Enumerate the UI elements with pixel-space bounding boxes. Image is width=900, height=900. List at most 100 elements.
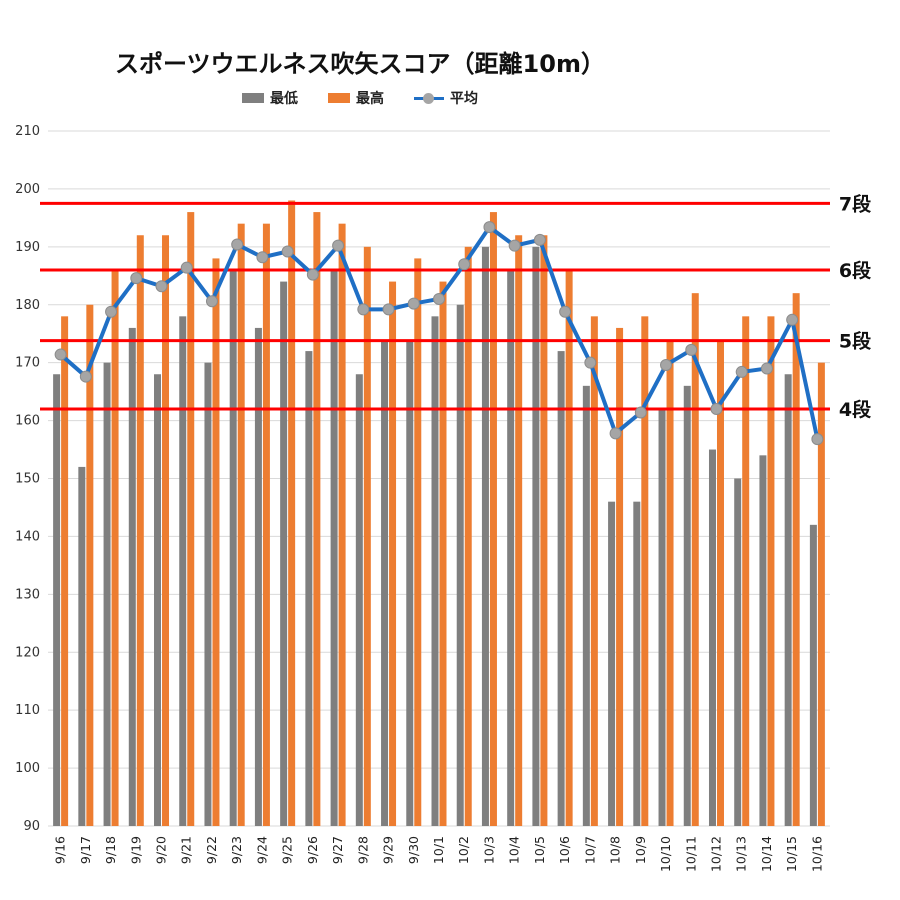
bar-max [187, 212, 195, 827]
reference-line-label: 6段 [839, 259, 872, 282]
bar-max [540, 235, 548, 826]
bar-max [792, 293, 800, 827]
bar-min [759, 455, 767, 826]
bar-max [489, 212, 497, 827]
bar-min [582, 385, 590, 826]
bars [53, 200, 825, 827]
average-point [205, 295, 218, 308]
average-point [332, 239, 345, 252]
x-tick-label: 9/18 [103, 836, 118, 864]
x-tick-label: 9/29 [381, 836, 396, 864]
average-point [231, 238, 244, 251]
average-point [256, 251, 269, 264]
x-tick-label: 10/1 [431, 836, 446, 864]
average-point [458, 258, 471, 271]
x-tick-label: 9/21 [179, 836, 194, 864]
average-point [786, 313, 799, 326]
average-point [559, 305, 572, 318]
y-tick-label: 190 [15, 240, 40, 255]
legend-label-min: 最低 [270, 91, 298, 107]
y-tick-label: 150 [15, 472, 40, 487]
x-tick-label: 9/17 [78, 836, 93, 864]
bar-min [179, 316, 187, 826]
x-tick-label: 10/15 [784, 836, 799, 872]
x-tick-label: 10/11 [683, 836, 698, 872]
average-point [710, 403, 723, 415]
x-tick-label: 9/28 [355, 836, 370, 864]
bar-min [683, 385, 691, 826]
bar-max [767, 316, 775, 826]
legend-item-min: 最低 [242, 88, 298, 108]
bar-min [633, 501, 641, 826]
legend-swatch-max [328, 93, 350, 103]
bar-min [481, 246, 489, 827]
y-tick-label: 110 [15, 703, 40, 718]
x-tick-labels: 9/16 9/17 9/18 9/19 9/20 9/21 9/22 9/23 9/24 9/25… [53, 836, 825, 872]
x-tick-label: 10/6 [557, 836, 572, 864]
reference-line-label: 4段 [839, 398, 872, 421]
bar-max [565, 270, 573, 826]
y-tick-label: 170 [15, 356, 40, 371]
bar-min [809, 524, 817, 826]
chart-title: スポーツウエルネス吹矢スコア（距離10m） [115, 50, 605, 78]
legend-label-max: 最高 [356, 91, 384, 107]
x-tick-label: 10/16 [809, 836, 824, 872]
average-point [660, 358, 673, 371]
average-point [382, 303, 395, 316]
bar-min [381, 339, 389, 826]
y-tick-label: 180 [15, 298, 40, 313]
bar-min [103, 362, 111, 826]
bar-max [641, 316, 649, 826]
y-tick-label: 120 [15, 645, 40, 660]
x-tick-label: 10/14 [759, 836, 774, 872]
x-tick-label: 10/5 [532, 836, 547, 864]
bar-max [464, 246, 472, 827]
bar-min [53, 374, 61, 826]
x-tick-label: 9/26 [305, 836, 320, 864]
bar-max [162, 235, 170, 826]
y-tick-label: 200 [15, 182, 40, 197]
x-tick-label: 10/3 [481, 836, 496, 864]
bar-max [111, 270, 119, 826]
x-tick-label: 9/25 [280, 836, 295, 864]
average-series-line [59, 225, 820, 440]
bar-min [557, 351, 565, 826]
y-tick-label: 100 [15, 761, 40, 776]
average-point [357, 303, 370, 316]
average-point [281, 245, 294, 258]
bar-max [288, 200, 296, 826]
average-point [533, 233, 546, 246]
bar-min [784, 374, 792, 826]
bar-max [515, 235, 523, 826]
bar-min [204, 362, 212, 826]
legend-item-avg: 平均 [414, 88, 478, 108]
x-tick-label: 10/13 [734, 836, 749, 872]
grid-lines [48, 130, 830, 827]
average-point [760, 362, 773, 375]
y-tick-label: 160 [15, 414, 40, 429]
legend-label-avg: 平均 [450, 91, 478, 107]
bar-max [666, 339, 674, 826]
bar-max [262, 223, 270, 826]
bar-min [431, 316, 439, 826]
bar-min [406, 339, 414, 826]
x-tick-label: 10/9 [633, 836, 648, 864]
y-tick-label: 140 [15, 529, 40, 544]
bar-max [716, 339, 724, 826]
bar-max [237, 223, 245, 826]
x-tick-label: 9/23 [229, 836, 244, 864]
x-tick-label: 10/7 [582, 836, 597, 864]
x-tick-label: 10/8 [608, 836, 623, 864]
bar-max [590, 316, 598, 826]
bar-max [691, 293, 699, 827]
bar-min [254, 327, 262, 826]
x-tick-label: 9/22 [204, 836, 219, 864]
legend-swatch-avg [414, 92, 444, 104]
reference-line-label: 5段 [839, 330, 872, 353]
y-tick-label: 90 [23, 819, 40, 834]
bar-min [128, 327, 136, 826]
bar-max [616, 327, 624, 826]
x-tick-label: 9/24 [254, 836, 269, 864]
bar-max [61, 316, 69, 826]
bar-min [229, 270, 237, 826]
